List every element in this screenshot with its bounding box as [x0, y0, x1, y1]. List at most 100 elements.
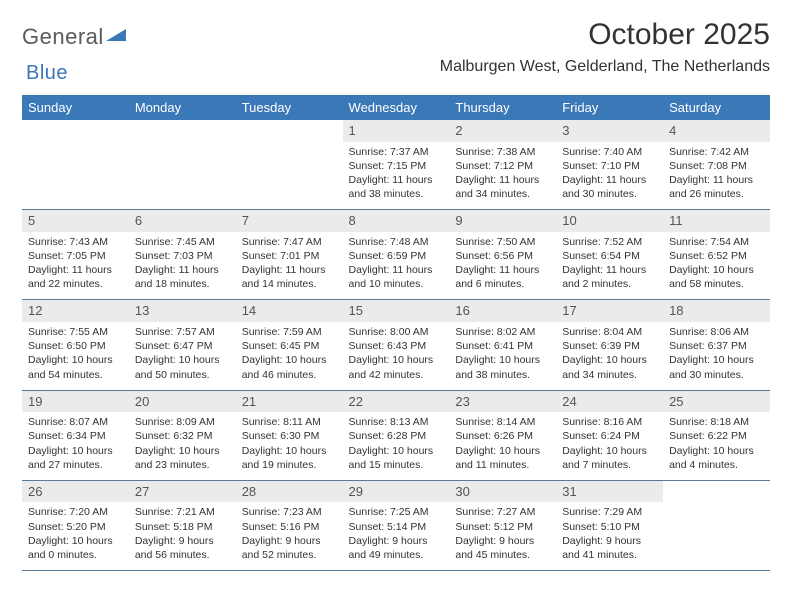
calendar-cell	[236, 120, 343, 210]
calendar-cell: 18Sunrise: 8:06 AMSunset: 6:37 PMDayligh…	[663, 300, 770, 390]
calendar-cell: 1Sunrise: 7:37 AMSunset: 7:15 PMDaylight…	[343, 120, 450, 210]
sunset-text: Sunset: 5:16 PM	[242, 520, 337, 534]
logo-word1: General	[22, 24, 104, 50]
daylight-text: Daylight: 11 hours and 10 minutes.	[349, 263, 444, 291]
daylight-text: Daylight: 11 hours and 30 minutes.	[562, 173, 657, 201]
sunrise-text: Sunrise: 8:02 AM	[455, 325, 550, 339]
daylight-text: Daylight: 11 hours and 34 minutes.	[455, 173, 550, 201]
daylight-text: Daylight: 10 hours and 42 minutes.	[349, 353, 444, 381]
sunset-text: Sunset: 6:50 PM	[28, 339, 123, 353]
sunset-text: Sunset: 5:10 PM	[562, 520, 657, 534]
sunrise-text: Sunrise: 7:45 AM	[135, 235, 230, 249]
day-number: 30	[449, 481, 556, 503]
logo-word2: Blue	[26, 62, 68, 84]
calendar-cell: 16Sunrise: 8:02 AMSunset: 6:41 PMDayligh…	[449, 300, 556, 390]
sunset-text: Sunset: 6:24 PM	[562, 429, 657, 443]
sunset-text: Sunset: 6:34 PM	[28, 429, 123, 443]
daylight-text: Daylight: 11 hours and 38 minutes.	[349, 173, 444, 201]
logo: General	[22, 24, 128, 50]
calendar-cell: 24Sunrise: 8:16 AMSunset: 6:24 PMDayligh…	[556, 390, 663, 480]
sunrise-text: Sunrise: 8:00 AM	[349, 325, 444, 339]
sunrise-text: Sunrise: 7:23 AM	[242, 505, 337, 519]
day-number: 17	[556, 300, 663, 322]
daylight-text: Daylight: 10 hours and 0 minutes.	[28, 534, 123, 562]
sunset-text: Sunset: 6:32 PM	[135, 429, 230, 443]
calendar-cell: 15Sunrise: 8:00 AMSunset: 6:43 PMDayligh…	[343, 300, 450, 390]
calendar-cell: 25 Sunrise: 8:18 AMSunset: 6:22 PMDayligh…	[663, 390, 770, 480]
calendar-cell: 31Sunrise: 7:29 AMSunset: 5:10 PMDayligh…	[556, 480, 663, 570]
daylight-text: Daylight: 9 hours and 52 minutes.	[242, 534, 337, 562]
daylight-text: Daylight: 11 hours and 14 minutes.	[242, 263, 337, 291]
day-number: 11	[663, 210, 770, 232]
calendar-row: 26Sunrise: 7:20 AMSunset: 5:20 PMDayligh…	[22, 480, 770, 570]
sunrise-text: Sunrise: 7:47 AM	[242, 235, 337, 249]
calendar-cell: 14Sunrise: 7:59 AMSunset: 6:45 PMDayligh…	[236, 300, 343, 390]
sunset-text: Sunset: 6:26 PM	[455, 429, 550, 443]
daylight-text: Daylight: 9 hours and 49 minutes.	[349, 534, 444, 562]
daylight-text: Daylight: 10 hours and 50 minutes.	[135, 353, 230, 381]
day-number: 1	[343, 120, 450, 142]
sunset-text: Sunset: 6:28 PM	[349, 429, 444, 443]
sunrise-text: Sunrise: 7:57 AM	[135, 325, 230, 339]
sunrise-text: Sunrise: 7:43 AM	[28, 235, 123, 249]
day-number: 7	[236, 210, 343, 232]
day-header-row: Sunday Monday Tuesday Wednesday Thursday…	[22, 95, 770, 120]
sunset-text: Sunset: 7:05 PM	[28, 249, 123, 263]
daylight-text: Daylight: 10 hours and 54 minutes.	[28, 353, 123, 381]
calendar-cell	[129, 120, 236, 210]
daylight-text: Daylight: 9 hours and 41 minutes.	[562, 534, 657, 562]
day-header: Thursday	[449, 95, 556, 120]
sunset-text: Sunset: 6:59 PM	[349, 249, 444, 263]
day-number: 19	[22, 391, 129, 413]
calendar-cell: 21Sunrise: 8:11 AMSunset: 6:30 PMDayligh…	[236, 390, 343, 480]
sunset-text: Sunset: 7:03 PM	[135, 249, 230, 263]
sunset-text: Sunset: 6:22 PM	[669, 429, 764, 443]
month-title: October 2025	[440, 18, 770, 52]
calendar-cell: 10Sunrise: 7:52 AMSunset: 6:54 PMDayligh…	[556, 210, 663, 300]
day-header: Sunday	[22, 95, 129, 120]
sunrise-text: Sunrise: 8:16 AM	[562, 415, 657, 429]
calendar-cell: 13Sunrise: 7:57 AMSunset: 6:47 PMDayligh…	[129, 300, 236, 390]
sunrise-text: Sunrise: 8:18 AM	[669, 415, 764, 429]
sunset-text: Sunset: 5:12 PM	[455, 520, 550, 534]
sunset-text: Sunset: 7:08 PM	[669, 159, 764, 173]
sunset-text: Sunset: 7:12 PM	[455, 159, 550, 173]
day-number: 28	[236, 481, 343, 503]
daylight-text: Daylight: 10 hours and 38 minutes.	[455, 353, 550, 381]
daylight-text: Daylight: 10 hours and 46 minutes.	[242, 353, 337, 381]
title-block: October 2025 Malburgen West, Gelderland,…	[440, 18, 770, 76]
daylight-text: Daylight: 10 hours and 4 minutes.	[669, 444, 764, 472]
sunrise-text: Sunrise: 7:55 AM	[28, 325, 123, 339]
daylight-text: Daylight: 11 hours and 22 minutes.	[28, 263, 123, 291]
calendar-table: Sunday Monday Tuesday Wednesday Thursday…	[22, 95, 770, 571]
sunrise-text: Sunrise: 7:21 AM	[135, 505, 230, 519]
day-number: 12	[22, 300, 129, 322]
calendar-cell: 6Sunrise: 7:45 AMSunset: 7:03 PMDaylight…	[129, 210, 236, 300]
calendar-cell: 23Sunrise: 8:14 AMSunset: 6:26 PMDayligh…	[449, 390, 556, 480]
sunrise-text: Sunrise: 8:14 AM	[455, 415, 550, 429]
day-number: 15	[343, 300, 450, 322]
daylight-text: Daylight: 9 hours and 56 minutes.	[135, 534, 230, 562]
calendar-cell: 2 Sunrise: 7:38 AMSunset: 7:12 PMDaylight…	[449, 120, 556, 210]
sunrise-text: Sunrise: 7:27 AM	[455, 505, 550, 519]
sunset-text: Sunset: 5:20 PM	[28, 520, 123, 534]
day-number: 22	[343, 391, 450, 413]
sunset-text: Sunset: 6:41 PM	[455, 339, 550, 353]
daylight-text: Daylight: 11 hours and 6 minutes.	[455, 263, 550, 291]
sunset-text: Sunset: 6:56 PM	[455, 249, 550, 263]
calendar-cell: 22Sunrise: 8:13 AMSunset: 6:28 PMDayligh…	[343, 390, 450, 480]
sunrise-text: Sunrise: 7:38 AM	[455, 145, 550, 159]
daylight-text: Daylight: 9 hours and 45 minutes.	[455, 534, 550, 562]
sunrise-text: Sunrise: 7:54 AM	[669, 235, 764, 249]
calendar-cell: 30 Sunrise: 7:27 AMSunset: 5:12 PMDayligh…	[449, 480, 556, 570]
calendar-cell: 7 Sunrise: 7:47 AMSunset: 7:01 PMDaylight…	[236, 210, 343, 300]
day-number: 2	[449, 120, 556, 142]
calendar-row: 5Sunrise: 7:43 AMSunset: 7:05 PMDaylight…	[22, 210, 770, 300]
sunset-text: Sunset: 6:30 PM	[242, 429, 337, 443]
day-number: 25	[663, 391, 770, 413]
daylight-text: Daylight: 10 hours and 7 minutes.	[562, 444, 657, 472]
sunset-text: Sunset: 5:14 PM	[349, 520, 444, 534]
sunset-text: Sunset: 7:01 PM	[242, 249, 337, 263]
day-number: 14	[236, 300, 343, 322]
day-number: 13	[129, 300, 236, 322]
